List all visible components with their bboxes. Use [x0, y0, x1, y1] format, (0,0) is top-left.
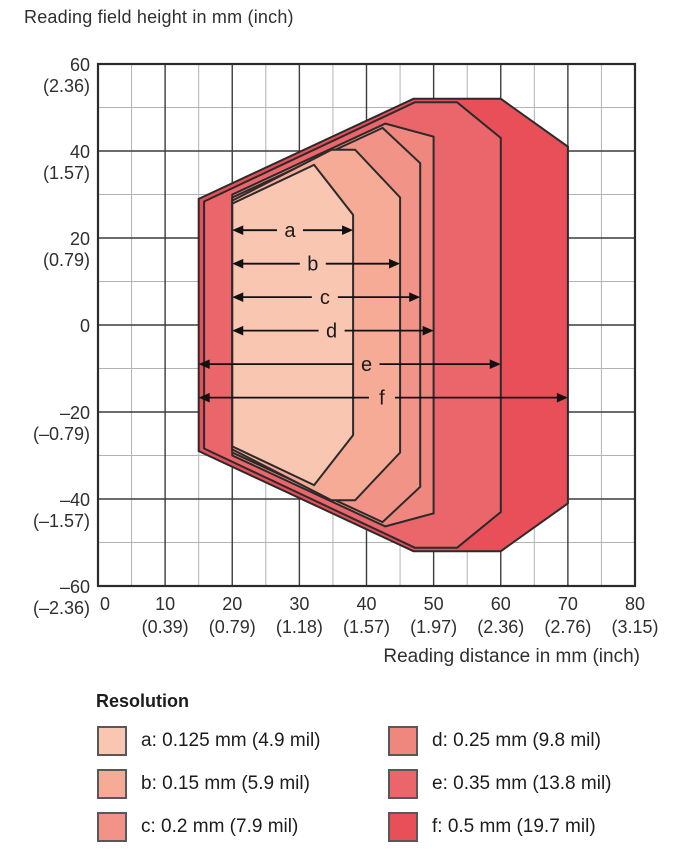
x-tick-inch: (1.18) — [276, 617, 323, 637]
legend-item-c: c: 0.2 mm (7.9 mil) — [97, 812, 321, 842]
range-arrow-label-d: d — [326, 321, 337, 343]
range-arrow-label-f: f — [379, 388, 385, 410]
x-tick-inch: (0.39) — [142, 617, 189, 637]
x-tick-mm: 10 — [155, 594, 175, 614]
x-tick-mm: 20 — [222, 594, 242, 614]
x-tick-mm: 60 — [491, 594, 511, 614]
x-tick-inch: (2.36) — [477, 617, 524, 637]
y-tick-mm: 20 — [70, 229, 90, 249]
y-tick-mm: –40 — [60, 490, 90, 510]
arrowhead-left-icon — [198, 359, 210, 369]
x-axis-title: Reading distance in mm (inch) — [383, 646, 640, 667]
y-tick-mm: –60 — [60, 577, 90, 597]
legend-swatch-f — [388, 812, 418, 842]
range-arrow-label-b: b — [307, 254, 318, 276]
y-tick-inch: (1.57) — [43, 163, 90, 183]
legend-item-d: d: 0.25 mm (9.8 mil) — [388, 726, 612, 756]
x-tick-mm: 30 — [289, 594, 309, 614]
arrowhead-right-icon — [409, 292, 421, 302]
arrowhead-left-icon — [232, 292, 244, 302]
y-tick-mm: 0 — [80, 316, 90, 336]
legend-item-f: f: 0.5 mm (19.7 mil) — [388, 812, 612, 842]
legend-item-label: b: 0.15 mm (5.9 mil) — [141, 773, 310, 794]
legend-column-right: d: 0.25 mm (9.8 mil) e: 0.35 mm (13.8 mil… — [388, 726, 612, 842]
range-arrow-label-a: a — [284, 220, 296, 242]
arrowhead-left-icon — [232, 225, 244, 235]
y-tick-mm: 60 — [70, 55, 90, 75]
chart-title: Reading field height in mm (inch) — [24, 7, 294, 27]
legend-swatch-d — [388, 726, 418, 756]
y-tick-mm: 40 — [70, 142, 90, 162]
legend-column-left: a: 0.125 mm (4.9 mil) b: 0.15 mm (5.9 mil… — [97, 726, 321, 842]
legend-swatch-b — [97, 769, 127, 799]
legend-item-label: f: 0.5 mm (19.7 mil) — [432, 816, 596, 837]
reading-field-polygon-a — [231, 163, 355, 487]
legend-item-a: a: 0.125 mm (4.9 mil) — [97, 726, 321, 756]
range-arrow-label-e: e — [361, 354, 372, 376]
x-tick-inch: (1.57) — [343, 617, 390, 637]
legend-item-label: a: 0.125 mm (4.9 mil) — [141, 730, 321, 751]
range-arrow-label-c: c — [320, 287, 330, 309]
x-tick-inch: (2.76) — [544, 617, 591, 637]
y-tick-inch: (0.79) — [43, 250, 90, 270]
y-tick-mm: –20 — [60, 403, 90, 423]
legend-swatch-c — [97, 812, 127, 842]
arrowhead-right-icon — [422, 325, 434, 336]
legend-item-e: e: 0.35 mm (13.8 mil) — [388, 769, 612, 799]
y-tick-inch: (2.36) — [43, 76, 90, 96]
legend-item-label: c: 0.2 mm (7.9 mil) — [141, 816, 299, 837]
x-tick-mm: 50 — [424, 594, 444, 614]
arrowhead-left-icon — [232, 325, 244, 336]
plot-border — [96, 62, 637, 588]
arrowhead-left-icon — [198, 392, 210, 403]
y-tick-inch: (–0.79) — [33, 424, 90, 444]
x-tick-inch: (0.79) — [209, 617, 256, 637]
arrowhead-right-icon — [556, 392, 568, 403]
arrowhead-right-icon — [389, 258, 401, 269]
arrowhead-left-icon — [232, 258, 244, 269]
x-tick-inch: (1.97) — [410, 617, 457, 637]
x-tick-inch: (3.15) — [611, 617, 658, 637]
arrowhead-right-icon — [342, 225, 354, 235]
x-tick-mm: 80 — [625, 594, 645, 614]
legend-heading: Resolution — [96, 691, 189, 711]
arrowhead-right-icon — [489, 359, 501, 369]
legend-swatch-a — [97, 726, 127, 756]
x-tick-mm: 0 — [100, 594, 110, 614]
legend-swatch-e — [388, 769, 418, 799]
y-tick-inch: (–1.57) — [33, 511, 90, 531]
y-tick-inch: (–2.36) — [33, 598, 90, 618]
x-tick-mm: 40 — [356, 594, 376, 614]
legend-item-label: d: 0.25 mm (9.8 mil) — [432, 730, 601, 751]
legend-item-label: e: 0.35 mm (13.8 mil) — [432, 773, 612, 794]
x-tick-mm: 70 — [558, 594, 578, 614]
legend-item-b: b: 0.15 mm (5.9 mil) — [97, 769, 321, 799]
